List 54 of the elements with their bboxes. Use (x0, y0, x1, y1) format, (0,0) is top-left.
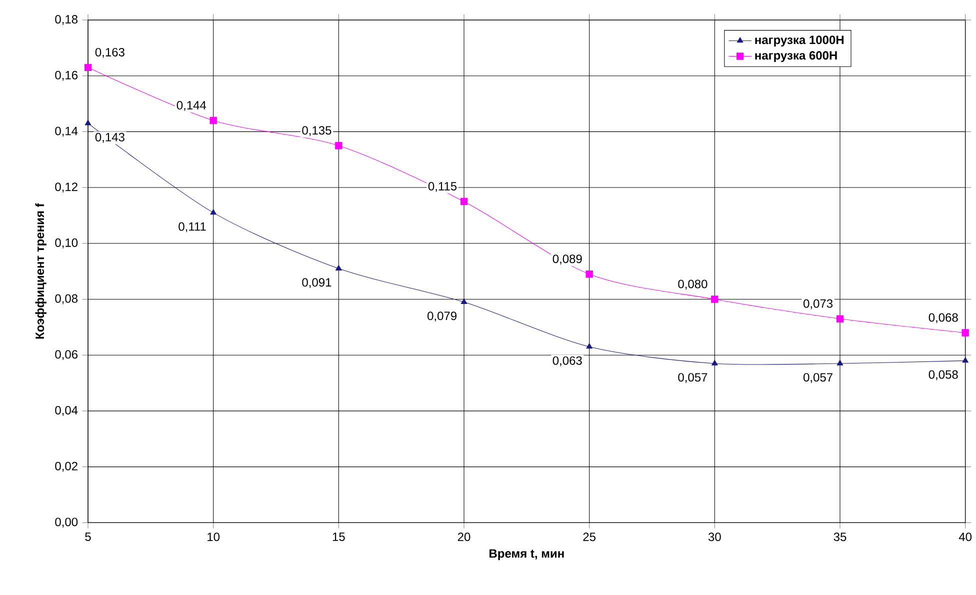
data-label: 0,073 (803, 299, 833, 310)
x-tick-label: 20 (458, 532, 470, 542)
point (460, 298, 468, 304)
y-tick-label: 0,12 (55, 182, 78, 193)
y-tick-label: 0,06 (55, 350, 78, 360)
point (586, 270, 593, 278)
y-tick-label: 0,08 (55, 294, 78, 304)
point (962, 357, 968, 363)
y-tick-label: 0,14 (55, 126, 78, 137)
point (84, 64, 92, 72)
data-label: 0,089 (552, 254, 582, 265)
y-tick-label: 0,04 (55, 406, 78, 416)
point (962, 329, 969, 337)
point (336, 265, 342, 271)
data-label: 0,079 (428, 312, 456, 322)
point (210, 209, 216, 215)
x-tick-label: 5 (85, 532, 91, 542)
point (335, 142, 342, 150)
point (460, 198, 468, 206)
data-label: 0,091 (302, 278, 332, 288)
y-axis-title: Коэффициент трения f (35, 203, 46, 339)
data-label: 0,115 (428, 182, 457, 192)
data-label: 0,080 (678, 280, 708, 290)
data-label: 0,063 (552, 356, 582, 366)
legend-label: нагрузка 600Н (755, 51, 837, 62)
x-tick-label: 40 (958, 532, 972, 542)
point (712, 360, 718, 366)
data-label: 0,058 (928, 370, 958, 380)
data-label: 0,163 (95, 48, 124, 58)
data-label: 0,057 (678, 373, 708, 384)
y-tick-label: 0,16 (55, 71, 78, 81)
y-tick-label: 0,02 (55, 462, 78, 472)
data-label: 0,143 (95, 133, 124, 143)
x-axis-title: Время t, мин (490, 550, 564, 560)
point (84, 120, 92, 126)
x-tick-label: 15 (332, 532, 345, 542)
x-tick-label: 25 (583, 532, 596, 542)
y-tick-label: 0,18 (55, 15, 78, 26)
data-label: 0,111 (178, 222, 206, 232)
data-label: 0,068 (928, 313, 958, 324)
y-tick-label: 0,00 (55, 518, 78, 528)
data-label: 0,144 (176, 101, 206, 112)
point (836, 315, 844, 323)
data-label: 0,135 (302, 126, 332, 136)
x-tick-label: 10 (208, 532, 220, 542)
x-tick-label: 35 (834, 532, 846, 542)
x-tick-label: 30 (708, 532, 721, 542)
point (836, 360, 844, 366)
point (210, 117, 217, 124)
point (586, 343, 592, 349)
legend-label: нагрузка 1000Н (755, 36, 844, 47)
y-tick-label: 0,10 (55, 238, 78, 249)
data-label: 0,057 (803, 373, 832, 384)
point (711, 296, 718, 304)
